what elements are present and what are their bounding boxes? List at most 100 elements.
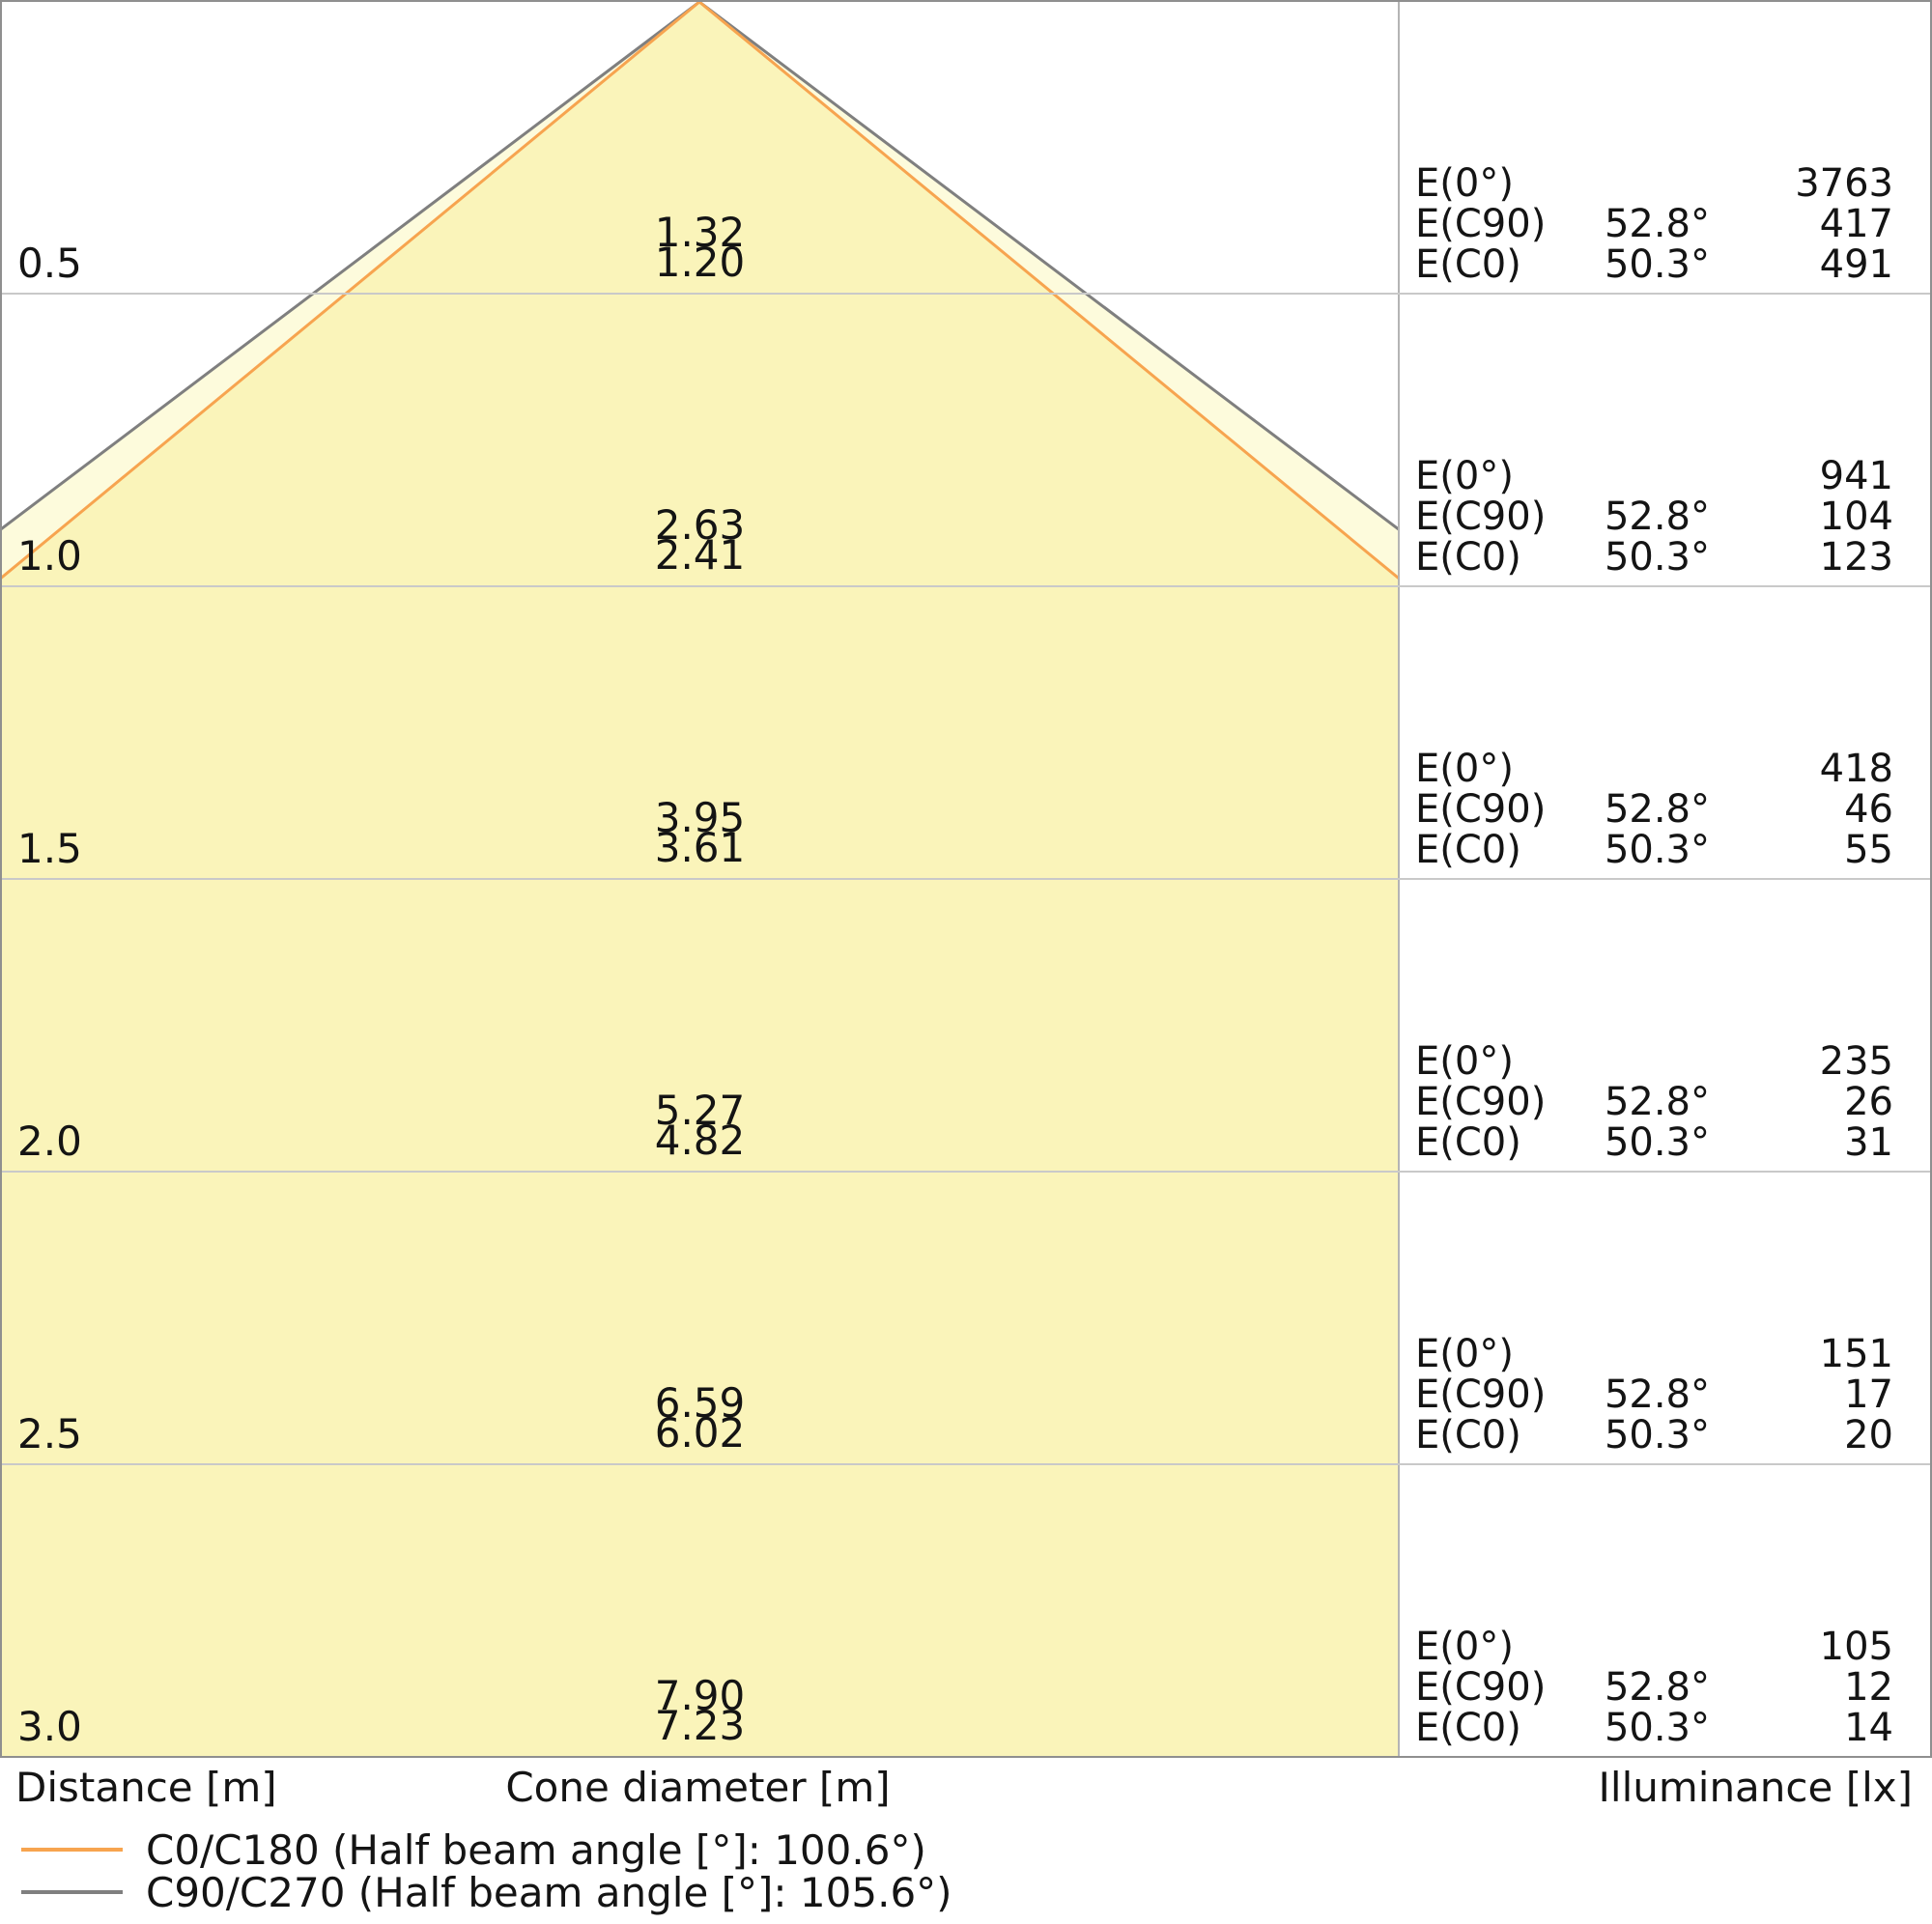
illuminance-value: 235 bbox=[1819, 1039, 1893, 1084]
illuminance-line-e0: E(0°) 151 bbox=[1415, 1334, 1893, 1374]
legend-label: C0/C180 (Half beam angle [°]: 100.6°) bbox=[146, 1826, 926, 1874]
illuminance-type-label: E(C0) bbox=[1415, 1706, 1521, 1750]
illuminance-type-label: E(C0) bbox=[1415, 828, 1521, 872]
illuminance-value: 105 bbox=[1819, 1625, 1893, 1669]
illuminance-block: E(0°) 105 E(C90) 52.8° 12 E(C0) 50.3° 14 bbox=[1415, 1627, 1893, 1748]
cone-diameter-labels: 3.95 3.61 bbox=[2, 798, 1398, 871]
illuminance-type-label: E(C0) bbox=[1415, 535, 1521, 580]
beam-angle-value bbox=[1565, 749, 1710, 789]
illuminance-block: E(0°) 151 E(C90) 52.8° 17 E(C0) 50.3° 20 bbox=[1415, 1334, 1893, 1456]
illuminance-type-label: E(C90) bbox=[1415, 787, 1547, 832]
illuminance-line-ec0: E(C0) 50.3° 123 bbox=[1415, 537, 1893, 578]
cone-diameter-c90: 2.63 bbox=[654, 501, 746, 549]
illuminance-line-ec0: E(C0) 50.3° 55 bbox=[1415, 830, 1893, 870]
illuminance-value: 491 bbox=[1819, 242, 1893, 287]
cone-diameter-axis-label: Cone diameter [m] bbox=[505, 1764, 891, 1811]
illuminance-type-label: E(C90) bbox=[1415, 1080, 1547, 1124]
illuminance-line-ec90: E(C90) 52.8° 104 bbox=[1415, 496, 1893, 537]
beam-angle-value bbox=[1565, 1334, 1710, 1374]
beam-angle-value bbox=[1565, 163, 1710, 204]
beam-angle-value: 52.8° bbox=[1604, 495, 1710, 539]
illuminance-value: 46 bbox=[1844, 787, 1893, 832]
cone-diameter-c0: 3.61 bbox=[654, 824, 746, 871]
axis-labels: Distance [m] Cone diameter [m] Illuminan… bbox=[0, 1764, 1932, 1822]
legend-item-c90-c270: C90/C270 (Half beam angle [°]: 105.6°) bbox=[21, 1872, 952, 1914]
illuminance-block: E(0°) 235 E(C90) 52.8° 26 E(C0) 50.3° 31 bbox=[1415, 1041, 1893, 1163]
illuminance-value: 151 bbox=[1819, 1332, 1893, 1376]
beam-angle-value: 52.8° bbox=[1604, 787, 1710, 832]
illuminance-line-ec0: E(C0) 50.3° 31 bbox=[1415, 1122, 1893, 1163]
distance-label: 0.5 bbox=[17, 240, 82, 287]
beam-angle-value: 50.3° bbox=[1604, 1413, 1710, 1457]
c0-c180-line-swatch bbox=[21, 1847, 123, 1852]
chart-area: 0.5 1.32 1.20 E(0°) 3763 E(C90) 52.8° 41… bbox=[0, 0, 1932, 1758]
beam-angle-value bbox=[1565, 456, 1710, 496]
legend-label: C90/C270 (Half beam angle [°]: 105.6°) bbox=[146, 1869, 952, 1916]
illuminance-value: 20 bbox=[1844, 1413, 1893, 1457]
illuminance-value: 941 bbox=[1819, 454, 1893, 498]
illuminance-line-ec90: E(C90) 52.8° 17 bbox=[1415, 1374, 1893, 1415]
beam-angle-value: 50.3° bbox=[1604, 1706, 1710, 1750]
illuminance-value: 26 bbox=[1844, 1080, 1893, 1124]
illuminance-type-label: E(0°) bbox=[1415, 1625, 1514, 1669]
illuminance-type-label: E(C0) bbox=[1415, 242, 1521, 287]
illuminance-line-e0: E(0°) 105 bbox=[1415, 1627, 1893, 1667]
c90-c270-line-swatch bbox=[21, 1889, 123, 1894]
illuminance-value: 104 bbox=[1819, 495, 1893, 539]
distance-axis-label: Distance [m] bbox=[15, 1764, 277, 1811]
illuminance-type-label: E(C0) bbox=[1415, 1120, 1521, 1165]
illuminance-value: 12 bbox=[1844, 1665, 1893, 1710]
illuminance-type-label: E(C90) bbox=[1415, 1372, 1547, 1417]
illuminance-block: E(0°) 941 E(C90) 52.8° 104 E(C0) 50.3° 1… bbox=[1415, 456, 1893, 578]
distance-label: 2.0 bbox=[17, 1118, 82, 1165]
illuminance-value: 55 bbox=[1844, 828, 1893, 872]
distance-label: 3.0 bbox=[17, 1703, 82, 1750]
legend-item-c0-c180: C0/C180 (Half beam angle [°]: 100.6°) bbox=[21, 1829, 952, 1872]
illuminance-type-label: E(0°) bbox=[1415, 161, 1514, 206]
cone-diameter-labels: 1.32 1.20 bbox=[2, 209, 1398, 286]
illuminance-value: 14 bbox=[1844, 1706, 1893, 1750]
distance-label: 1.0 bbox=[17, 532, 82, 580]
cone-diameter-c0: 1.20 bbox=[654, 239, 746, 286]
cone-diameter-labels: 6.59 6.02 bbox=[2, 1379, 1398, 1457]
illuminance-line-ec90: E(C90) 52.8° 26 bbox=[1415, 1082, 1893, 1122]
cone-diameter-c0: 6.02 bbox=[654, 1409, 746, 1457]
illuminance-type-label: E(0°) bbox=[1415, 747, 1514, 791]
row-1-0m: 1.0 2.63 2.41 E(0°) 941 E(C90) 52.8° 104… bbox=[2, 295, 1930, 587]
illuminance-value: 123 bbox=[1819, 535, 1893, 580]
illuminance-block: E(0°) 3763 E(C90) 52.8° 417 E(C0) 50.3° … bbox=[1415, 163, 1893, 285]
row-2-0m: 2.0 5.27 4.82 E(0°) 235 E(C90) 52.8° 26 … bbox=[2, 880, 1930, 1173]
cone-diameter-c90: 1.32 bbox=[654, 209, 746, 256]
cone-diameter-c0: 2.41 bbox=[654, 531, 746, 579]
cone-diameter-labels: 5.27 4.82 bbox=[2, 1090, 1398, 1161]
illuminance-value: 17 bbox=[1844, 1372, 1893, 1417]
cone-diameter-c0: 7.23 bbox=[654, 1702, 746, 1749]
beam-angle-value: 50.3° bbox=[1604, 1120, 1710, 1165]
illuminance-block: E(0°) 418 E(C90) 52.8° 46 E(C0) 50.3° 55 bbox=[1415, 749, 1893, 870]
illuminance-value: 418 bbox=[1819, 747, 1893, 791]
illuminance-type-label: E(0°) bbox=[1415, 1332, 1514, 1376]
cone-diameter-labels: 7.90 7.23 bbox=[2, 1672, 1398, 1749]
beam-angle-value bbox=[1565, 1041, 1710, 1082]
illuminance-value: 31 bbox=[1844, 1120, 1893, 1165]
beam-angle-value: 52.8° bbox=[1604, 1665, 1710, 1710]
distance-label: 2.5 bbox=[17, 1410, 82, 1457]
illuminance-line-ec0: E(C0) 50.3° 491 bbox=[1415, 244, 1893, 285]
beam-angle-value: 50.3° bbox=[1604, 535, 1710, 580]
legend: C0/C180 (Half beam angle [°]: 100.6°) C9… bbox=[21, 1829, 952, 1914]
row-1-5m: 1.5 3.95 3.61 E(0°) 418 E(C90) 52.8° 46 … bbox=[2, 587, 1930, 880]
row-0-5m: 0.5 1.32 1.20 E(0°) 3763 E(C90) 52.8° 41… bbox=[2, 2, 1930, 295]
beam-angle-value: 50.3° bbox=[1604, 828, 1710, 872]
cone-diameter-c90: 7.90 bbox=[654, 1672, 746, 1719]
illuminance-line-ec90: E(C90) 52.8° 46 bbox=[1415, 789, 1893, 830]
row-3-0m: 3.0 7.90 7.23 E(0°) 105 E(C90) 52.8° 12 … bbox=[2, 1465, 1930, 1756]
illuminance-axis-label: Illuminance [lx] bbox=[1598, 1764, 1913, 1811]
illuminance-type-label: E(0°) bbox=[1415, 1039, 1514, 1084]
illuminance-line-e0: E(0°) 418 bbox=[1415, 749, 1893, 789]
illuminance-line-e0: E(0°) 3763 bbox=[1415, 163, 1893, 204]
cone-diameter-c90: 6.59 bbox=[654, 1379, 746, 1427]
illuminance-line-ec90: E(C90) 52.8° 12 bbox=[1415, 1667, 1893, 1708]
illuminance-type-label: E(C0) bbox=[1415, 1413, 1521, 1457]
beam-angle-value: 52.8° bbox=[1604, 202, 1710, 246]
